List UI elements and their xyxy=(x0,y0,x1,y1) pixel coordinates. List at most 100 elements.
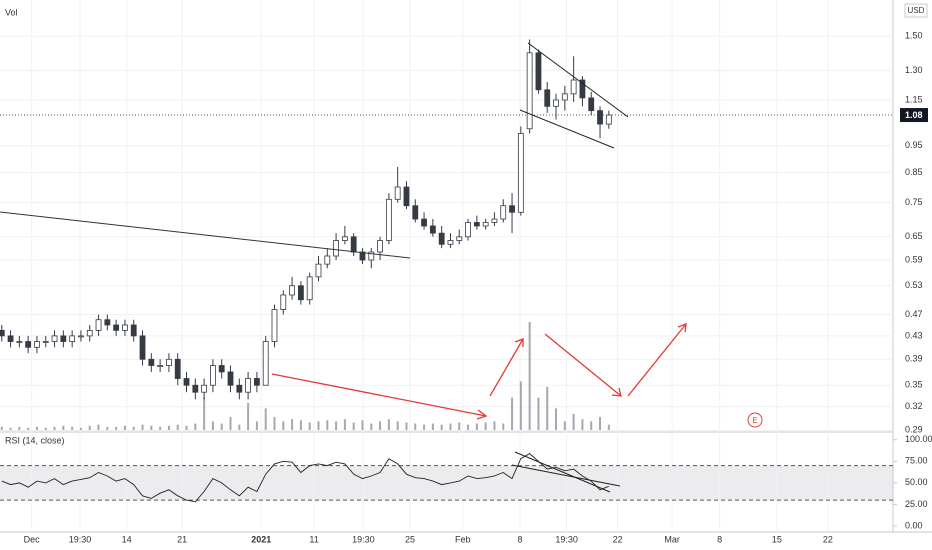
volume-bar xyxy=(352,422,355,430)
volume-bar xyxy=(115,426,118,430)
rsi-line xyxy=(1,453,609,503)
x-tick-label: 8 xyxy=(717,534,722,544)
candle-body xyxy=(306,276,313,301)
volume-bar xyxy=(106,426,109,430)
candle-body xyxy=(34,341,40,348)
event-marker[interactable] xyxy=(747,412,763,428)
volume-bar xyxy=(572,413,575,430)
candle-body xyxy=(104,319,111,326)
y-tick-label: 0.39 xyxy=(905,354,923,364)
volume-bar xyxy=(335,421,338,430)
x-tick-label: 25 xyxy=(405,534,415,544)
volume-bar xyxy=(203,397,206,430)
x-tick-label: 22 xyxy=(613,534,623,544)
currency-box[interactable] xyxy=(904,3,928,18)
candle-body xyxy=(25,341,32,348)
volume-bar xyxy=(467,424,470,430)
candle-body xyxy=(561,93,568,101)
candle-body xyxy=(403,186,410,207)
candle-body xyxy=(236,384,243,393)
rsi-tick-label: 25.00 xyxy=(905,499,928,509)
volume-bar xyxy=(71,426,74,430)
y-tick-label: 0.95 xyxy=(905,140,923,150)
candle-body xyxy=(517,133,524,213)
candle-body xyxy=(139,335,146,360)
candle-body xyxy=(465,222,471,238)
y-tick-label: 1.30 xyxy=(905,65,923,75)
candle-body xyxy=(166,358,172,366)
y-tick-label: 0.85 xyxy=(905,167,923,177)
volume-bar xyxy=(370,423,373,430)
volume-bar xyxy=(150,425,153,430)
candle-body xyxy=(7,335,14,342)
y-tick-label: 0.65 xyxy=(905,231,923,241)
volume-bar xyxy=(599,417,602,430)
event-label: E xyxy=(752,416,757,425)
candle-body xyxy=(95,319,102,331)
volume-bar xyxy=(282,421,285,430)
volume-bar xyxy=(220,423,223,430)
candle-body xyxy=(535,52,542,91)
rsi-label: RSI (14, close) xyxy=(5,435,65,445)
candle-body xyxy=(597,110,603,125)
candle-body xyxy=(42,341,49,343)
candle-body xyxy=(368,251,375,261)
volume-bar xyxy=(431,423,434,430)
rsi-tick-label: 0.00 xyxy=(905,520,923,530)
candle-body xyxy=(412,205,419,220)
volume-bar xyxy=(528,322,531,430)
rsi-band-fill xyxy=(0,465,893,501)
y-tick-label: 0.59 xyxy=(905,254,923,264)
volume-bar xyxy=(414,423,417,430)
candle-body xyxy=(174,358,181,379)
y-tick-label: 0.43 xyxy=(905,330,923,340)
candle-body xyxy=(553,99,559,107)
volume-bar xyxy=(0,426,3,430)
candle-body xyxy=(544,89,551,107)
volume-bar xyxy=(88,425,91,430)
volume-bar xyxy=(581,419,584,430)
candle-body xyxy=(183,378,190,386)
x-tick-label: 21 xyxy=(177,534,187,544)
y-tick-label: 0.47 xyxy=(905,309,923,319)
volume-bar xyxy=(458,422,461,430)
y-tick-label: 0.35 xyxy=(905,380,923,390)
candle-body xyxy=(218,365,225,373)
volume-bar xyxy=(264,408,267,430)
volume-bar xyxy=(18,426,21,430)
candle-body xyxy=(482,222,489,227)
candle-body xyxy=(324,255,331,265)
volume-bar xyxy=(79,427,82,430)
volume-bar xyxy=(62,425,65,430)
candle-body xyxy=(509,205,515,213)
volume-bar xyxy=(291,419,294,430)
x-tick-label: Dec xyxy=(24,534,41,544)
candle-body xyxy=(113,324,120,331)
candle-body xyxy=(192,384,199,393)
volume-bar xyxy=(555,408,558,430)
candle-body xyxy=(341,236,348,241)
volume-bar xyxy=(308,422,311,430)
candle-body xyxy=(438,232,445,245)
volume-bar xyxy=(405,422,408,430)
volume-bar xyxy=(326,420,329,430)
candle-body xyxy=(271,309,278,342)
x-tick-label: 19:30 xyxy=(555,534,578,544)
trendline xyxy=(0,211,411,259)
volume-bar xyxy=(194,423,197,430)
y-tick-label: 0.53 xyxy=(905,280,923,290)
x-tick-label: 22 xyxy=(823,534,833,544)
volume-bar xyxy=(546,386,549,430)
candle-body xyxy=(588,97,595,112)
candle-body xyxy=(69,335,76,342)
candle-body xyxy=(280,294,287,310)
volume-bar xyxy=(9,427,12,430)
candle-body xyxy=(605,114,612,125)
volume-bar xyxy=(238,424,241,430)
volume-bar xyxy=(361,420,364,430)
volume-bar xyxy=(440,424,443,430)
candle-body xyxy=(350,236,357,253)
rsi-channel-upper xyxy=(514,451,611,493)
volume-bar xyxy=(563,421,566,430)
y-tick-label: 0.29 xyxy=(905,425,923,435)
